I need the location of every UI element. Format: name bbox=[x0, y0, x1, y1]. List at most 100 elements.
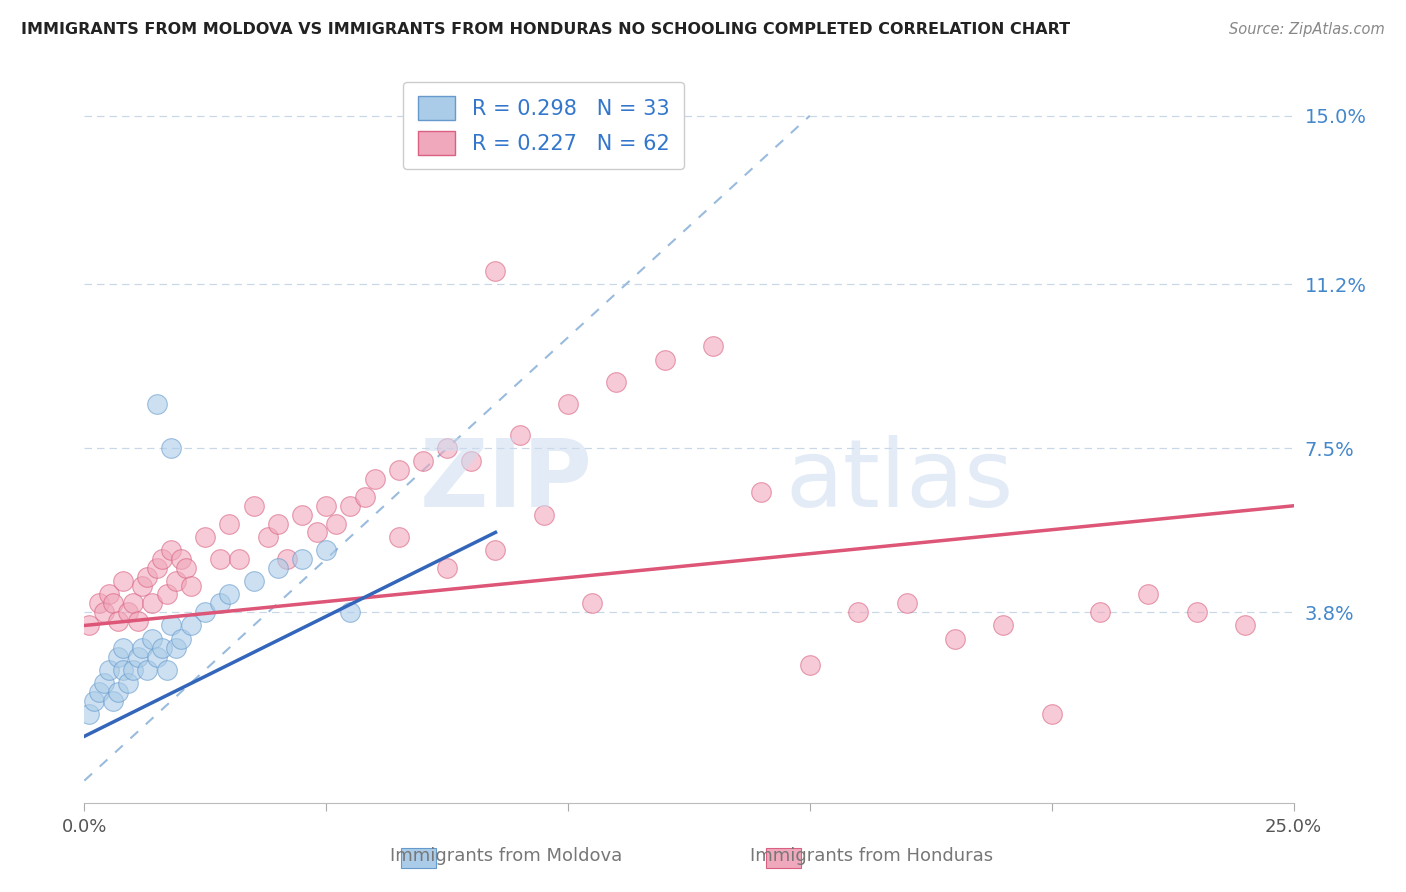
Point bbox=[117, 605, 139, 619]
Point bbox=[165, 574, 187, 589]
Point bbox=[127, 649, 149, 664]
Point bbox=[160, 441, 183, 455]
Point bbox=[77, 707, 100, 722]
Point bbox=[1137, 587, 1160, 601]
Point bbox=[146, 561, 169, 575]
Point bbox=[87, 685, 110, 699]
Point bbox=[180, 578, 202, 592]
Point bbox=[436, 561, 458, 575]
Point bbox=[131, 578, 153, 592]
Point bbox=[174, 561, 197, 575]
Point bbox=[509, 428, 531, 442]
Point bbox=[146, 649, 169, 664]
Point bbox=[93, 605, 115, 619]
Point bbox=[121, 596, 143, 610]
Point bbox=[165, 640, 187, 655]
Point bbox=[315, 543, 337, 558]
Text: IMMIGRANTS FROM MOLDOVA VS IMMIGRANTS FROM HONDURAS NO SCHOOLING COMPLETED CORRE: IMMIGRANTS FROM MOLDOVA VS IMMIGRANTS FR… bbox=[21, 22, 1070, 37]
Point bbox=[581, 596, 603, 610]
Point bbox=[194, 605, 217, 619]
Point bbox=[150, 640, 173, 655]
Point bbox=[460, 454, 482, 468]
Point bbox=[799, 658, 821, 673]
Point bbox=[160, 543, 183, 558]
Point bbox=[121, 663, 143, 677]
Point bbox=[131, 640, 153, 655]
Point bbox=[112, 574, 135, 589]
Point bbox=[194, 530, 217, 544]
Point bbox=[112, 640, 135, 655]
Point bbox=[484, 264, 506, 278]
Point bbox=[993, 618, 1015, 632]
Point bbox=[141, 632, 163, 646]
Point bbox=[751, 485, 773, 500]
Point bbox=[107, 685, 129, 699]
Point bbox=[77, 618, 100, 632]
Point bbox=[846, 605, 869, 619]
Point bbox=[276, 552, 298, 566]
Point bbox=[107, 614, 129, 628]
Point bbox=[339, 605, 361, 619]
Text: ZIP: ZIP bbox=[419, 435, 592, 527]
Point bbox=[170, 552, 193, 566]
Point bbox=[605, 375, 627, 389]
Point bbox=[117, 676, 139, 690]
Point bbox=[141, 596, 163, 610]
Point bbox=[83, 694, 105, 708]
Point bbox=[943, 632, 966, 646]
Point bbox=[93, 676, 115, 690]
Point bbox=[557, 397, 579, 411]
Point bbox=[484, 543, 506, 558]
Point bbox=[436, 441, 458, 455]
Point bbox=[107, 649, 129, 664]
Point bbox=[267, 516, 290, 531]
Point bbox=[267, 561, 290, 575]
Point bbox=[291, 508, 314, 522]
Point bbox=[257, 530, 280, 544]
Point bbox=[150, 552, 173, 566]
Point bbox=[218, 587, 240, 601]
Point bbox=[291, 552, 314, 566]
Point bbox=[1088, 605, 1111, 619]
Point bbox=[127, 614, 149, 628]
Point bbox=[103, 596, 125, 610]
Point bbox=[354, 490, 377, 504]
Point bbox=[1234, 618, 1257, 632]
Point bbox=[388, 463, 411, 477]
Point bbox=[136, 663, 159, 677]
Point bbox=[315, 499, 337, 513]
Point bbox=[896, 596, 918, 610]
Text: Immigrants from Moldova: Immigrants from Moldova bbox=[389, 847, 623, 865]
Point bbox=[146, 397, 169, 411]
Point bbox=[388, 530, 411, 544]
Point bbox=[97, 587, 120, 601]
Point bbox=[305, 525, 328, 540]
Text: atlas: atlas bbox=[786, 435, 1014, 527]
Point bbox=[155, 663, 177, 677]
Point bbox=[1185, 605, 1208, 619]
Point bbox=[208, 552, 231, 566]
Point bbox=[702, 339, 724, 353]
Point bbox=[136, 570, 159, 584]
Point bbox=[87, 596, 110, 610]
Point bbox=[170, 632, 193, 646]
Point bbox=[103, 694, 125, 708]
Point bbox=[112, 663, 135, 677]
Legend: R = 0.298   N = 33, R = 0.227   N = 62: R = 0.298 N = 33, R = 0.227 N = 62 bbox=[404, 82, 685, 169]
Point bbox=[242, 499, 264, 513]
Point bbox=[339, 499, 361, 513]
Point bbox=[363, 472, 385, 486]
Text: Source: ZipAtlas.com: Source: ZipAtlas.com bbox=[1229, 22, 1385, 37]
Point bbox=[218, 516, 240, 531]
Point bbox=[180, 618, 202, 632]
Point bbox=[155, 587, 177, 601]
Point bbox=[208, 596, 231, 610]
Point bbox=[654, 352, 676, 367]
Point bbox=[242, 574, 264, 589]
Point bbox=[533, 508, 555, 522]
Point bbox=[97, 663, 120, 677]
Point bbox=[160, 618, 183, 632]
Point bbox=[1040, 707, 1063, 722]
Text: Immigrants from Honduras: Immigrants from Honduras bbox=[751, 847, 993, 865]
Point bbox=[412, 454, 434, 468]
